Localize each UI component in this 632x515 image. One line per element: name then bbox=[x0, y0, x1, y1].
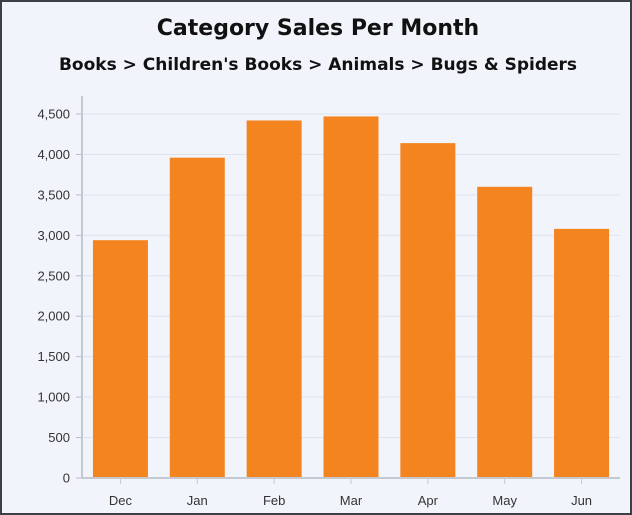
y-tick-label: 1,500 bbox=[37, 349, 70, 364]
x-tick-label: May bbox=[492, 493, 517, 508]
bar-jan bbox=[169, 157, 225, 478]
bar-apr bbox=[400, 143, 456, 478]
y-tick-label: 4,000 bbox=[37, 147, 70, 162]
y-tick-label: 500 bbox=[48, 430, 70, 445]
bars bbox=[92, 116, 610, 479]
x-tick-label: Mar bbox=[340, 493, 363, 508]
y-tick-label: 2,000 bbox=[37, 309, 70, 324]
y-tick-label: 1,000 bbox=[37, 390, 70, 405]
bar-may bbox=[477, 186, 533, 479]
chart-subtitle: Books > Children's Books > Animals > Bug… bbox=[58, 55, 578, 75]
bar-jun bbox=[554, 228, 610, 478]
chart-title: Category Sales Per Month bbox=[156, 16, 480, 41]
bar-dec bbox=[92, 240, 148, 478]
axes: 0 500 1,000 1,500 2,000 2,500 3,000 3,500 4,000 4… bbox=[37, 96, 620, 508]
x-tick-label: Apr bbox=[418, 493, 439, 508]
bar-mar bbox=[323, 116, 379, 478]
x-tick-label: Jun bbox=[571, 493, 592, 508]
y-tick-label: 2,500 bbox=[37, 268, 70, 283]
x-tick-label: Jan bbox=[187, 493, 208, 508]
bar-feb bbox=[246, 120, 302, 479]
y-tick-label: 3,000 bbox=[37, 228, 70, 243]
y-tick-label: 4,500 bbox=[37, 107, 70, 122]
y-tick-label: 3,500 bbox=[37, 187, 70, 202]
y-tick-label: 0 bbox=[63, 471, 70, 486]
x-tick-label: Feb bbox=[263, 493, 285, 508]
x-tick-label: Dec bbox=[109, 493, 133, 508]
